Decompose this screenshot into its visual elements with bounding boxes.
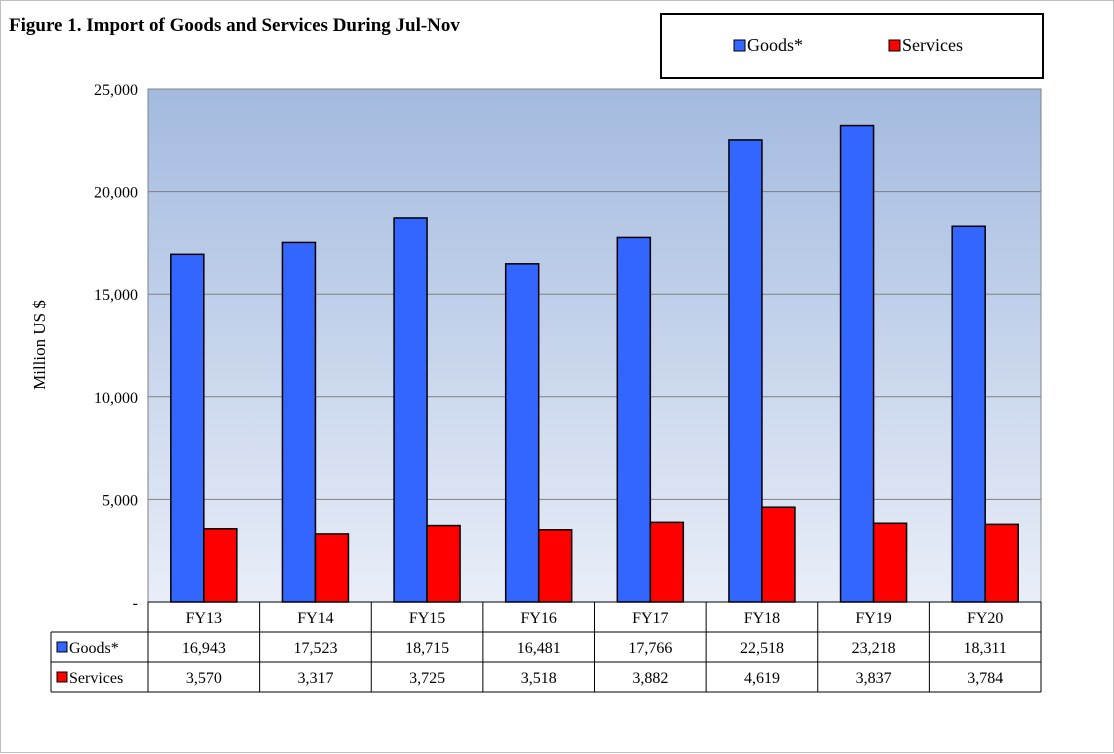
x-tick-label: FY19 [855, 610, 891, 627]
y-tick-label: 25,000 [94, 82, 138, 99]
y-tick-label: 15,000 [94, 287, 138, 304]
bar-services-fy18 [761, 506, 796, 603]
bar-services-fy16 [537, 529, 573, 603]
bar-services-fy17 [649, 521, 685, 603]
table-row-label: Services [69, 670, 123, 687]
bar-goods-fy15 [393, 217, 428, 603]
data-label: 22,518 [740, 640, 784, 657]
legend-box [660, 13, 1044, 79]
data-label: 3,518 [521, 670, 557, 687]
data-label: 3,784 [967, 670, 1003, 687]
data-label: 18,715 [405, 640, 449, 657]
data-label: 17,523 [293, 640, 337, 657]
x-tick-label: FY20 [967, 610, 1003, 627]
legend-swatch-services [888, 39, 901, 52]
data-table: FY13 FY14 FY15 FY16 FY17 FY18 FY19 FY20 Goods* 16… [50, 601, 1042, 693]
x-tick-label: FY17 [632, 610, 668, 627]
legend: Goods* Services [660, 13, 1044, 79]
data-label: 17,766 [628, 640, 672, 657]
data-label: 16,943 [182, 640, 226, 657]
y-axis-label: Million US $ [30, 300, 49, 390]
data-label: 3,570 [186, 670, 222, 687]
table-legend-swatch [56, 641, 68, 653]
legend-swatch-goods [733, 39, 746, 52]
x-tick-label: FY14 [297, 610, 333, 627]
legend-label-goods: Goods* [747, 35, 803, 55]
table-legend-swatch [56, 671, 68, 683]
y-tick-label: 10,000 [94, 390, 138, 407]
y-tick-label: - [133, 595, 138, 612]
data-label: 18,311 [963, 640, 1006, 657]
x-tick-label: FY16 [520, 610, 556, 627]
data-label: 3,317 [297, 670, 333, 687]
data-label: 23,218 [852, 640, 896, 657]
x-tick-label: FY15 [409, 610, 445, 627]
bar-services-fy14 [314, 533, 350, 603]
data-label: 16,481 [517, 640, 561, 657]
y-tick-label: 5,000 [102, 492, 138, 509]
data-label: 3,725 [409, 670, 445, 687]
bar-services-fy13 [203, 527, 238, 603]
bar-goods-fy19 [839, 124, 875, 603]
x-tick-label: FY13 [186, 610, 222, 627]
bar-services-fy15 [426, 524, 461, 603]
data-label: 3,837 [856, 670, 892, 687]
bar-goods-fy20 [951, 225, 986, 603]
bar-services-fy20 [984, 523, 1019, 603]
y-axis-ticks: - 5,000 10,000 15,000 20,000 25,000 [94, 82, 138, 612]
x-tick-label: FY18 [744, 610, 780, 627]
bar-goods-fy18 [728, 139, 763, 603]
table-row-label: Goods* [69, 640, 119, 657]
chart-title: Figure 1. Import of Goods and Services D… [9, 15, 460, 36]
bar-goods-fy16 [504, 263, 540, 603]
data-label: 3,882 [632, 670, 668, 687]
bar-goods-fy14 [281, 241, 317, 603]
data-label: 4,619 [744, 670, 780, 687]
legend-label-services: Services [902, 35, 963, 55]
bar-goods-fy17 [616, 236, 652, 603]
bar-services-fy19 [872, 522, 908, 603]
bar-goods-fy13 [170, 253, 205, 603]
y-tick-label: 20,000 [94, 185, 138, 202]
